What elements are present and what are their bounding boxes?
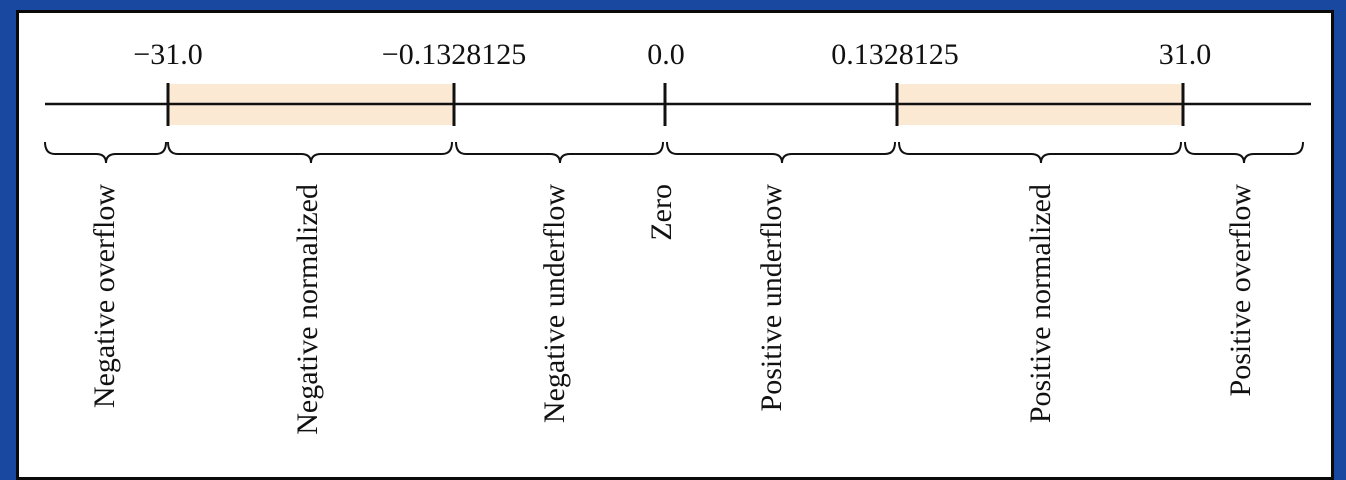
tick-label-neg-max: −31.0 (133, 38, 202, 71)
tick-label-neg-min: −0.1328125 (382, 38, 526, 71)
region-braces (44, 141, 1304, 164)
tick-label-pos-max: 31.0 (1159, 38, 1212, 71)
brace-positive-underflow (666, 141, 896, 164)
region-label-positive-overflow: Positive overflow (1224, 184, 1257, 397)
tick-label-zero: 0.0 (647, 38, 685, 71)
brace-positive-normalized (898, 141, 1182, 164)
region-label-negative-overflow: Negative overflow (88, 184, 121, 408)
brace-positive-overflow (1184, 141, 1304, 164)
brace-negative-underflow (455, 141, 664, 164)
number-line-diagram: −31.0 −0.1328125 0.0 0.1328125 31.0 Nega… (44, 38, 1311, 435)
region-label-positive-underflow: Positive underflow (755, 184, 788, 412)
region-label-negative-normalized: Negative normalized (291, 184, 324, 435)
brace-negative-normalized (167, 141, 453, 164)
brace-negative-overflow (44, 141, 167, 164)
region-label-negative-underflow: Negative underflow (538, 184, 571, 423)
region-label-zero: Zero (645, 184, 678, 241)
tick-label-pos-min: 0.1328125 (831, 38, 959, 71)
region-label-positive-normalized: Positive normalized (1024, 184, 1057, 423)
